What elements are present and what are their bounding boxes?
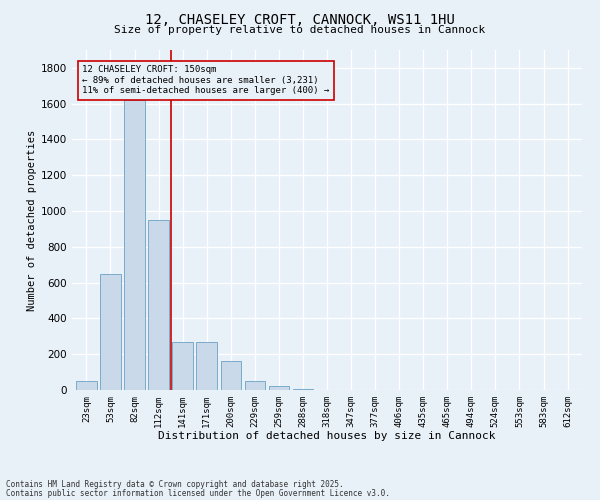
Text: Contains HM Land Registry data © Crown copyright and database right 2025.: Contains HM Land Registry data © Crown c… bbox=[6, 480, 344, 489]
Y-axis label: Number of detached properties: Number of detached properties bbox=[27, 130, 37, 310]
Bar bbox=[76, 381, 97, 390]
Bar bbox=[221, 362, 241, 390]
Bar bbox=[172, 342, 193, 390]
Bar bbox=[293, 389, 313, 390]
Text: 12, CHASELEY CROFT, CANNOCK, WS11 1HU: 12, CHASELEY CROFT, CANNOCK, WS11 1HU bbox=[145, 12, 455, 26]
Bar bbox=[269, 386, 289, 390]
Text: 12 CHASELEY CROFT: 150sqm
← 89% of detached houses are smaller (3,231)
11% of se: 12 CHASELEY CROFT: 150sqm ← 89% of detac… bbox=[82, 66, 329, 95]
Bar bbox=[245, 381, 265, 390]
Bar bbox=[196, 342, 217, 390]
X-axis label: Distribution of detached houses by size in Cannock: Distribution of detached houses by size … bbox=[158, 432, 496, 442]
Bar bbox=[100, 274, 121, 390]
Text: Contains public sector information licensed under the Open Government Licence v3: Contains public sector information licen… bbox=[6, 488, 390, 498]
Text: Size of property relative to detached houses in Cannock: Size of property relative to detached ho… bbox=[115, 25, 485, 35]
Bar bbox=[124, 100, 145, 390]
Bar bbox=[148, 220, 169, 390]
